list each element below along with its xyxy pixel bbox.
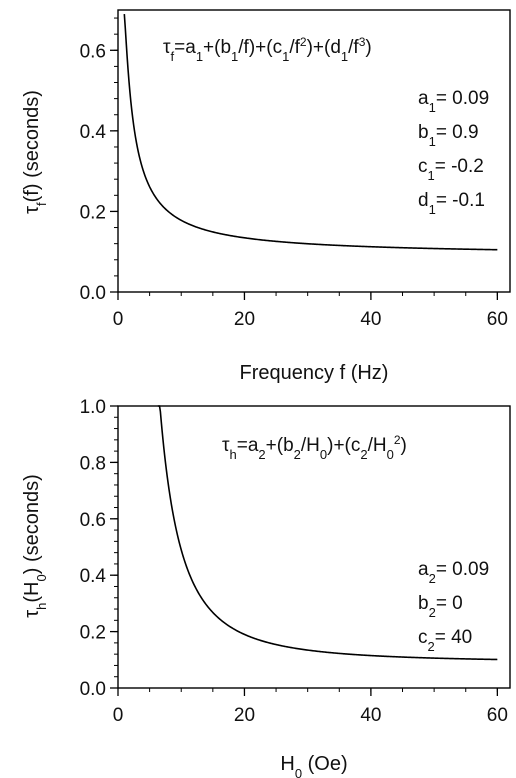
params-tau-f: a1= 0.09 b1= 0.9 c1= -0.2 d1= -0.1 [418, 88, 489, 217]
plot-frame-bottom [117, 405, 511, 689]
param-line: c2= 40 [418, 627, 472, 654]
plot-frame-top [117, 9, 511, 293]
y-tick-label: 0.6 [80, 510, 106, 531]
x-tick-label: 60 [487, 309, 508, 330]
param-line: d1= -0.1 [418, 190, 485, 217]
param-line: c1= -0.2 [418, 156, 484, 183]
chart-tau-f: 0.0 0.2 0.4 0.6 0 20 40 60 τf=a1+(b1/f)+(c1/f2… [21, 9, 511, 384]
y-tick-label: 0.0 [80, 679, 106, 700]
equation-tau-h: τh=a2+(b2/H0)+(c2/H02) [222, 433, 407, 462]
equation-tau-f: τf=a1+(b1/f)+(c1/f2)+(d1/f3) [163, 35, 372, 64]
y-axis-title-bottom: τh(H0) (seconds) [21, 474, 49, 618]
y-tick-label: 1.0 [80, 397, 106, 418]
y-tick-label: 0.2 [80, 623, 106, 644]
x-tick-label: 20 [234, 309, 255, 330]
y-axis-title-top: τf(f) (seconds) [21, 90, 49, 214]
y-tick-label: 0.8 [80, 453, 106, 474]
y-tick-label: 0.4 [80, 122, 107, 143]
x-tick-label: 60 [487, 705, 508, 726]
y-tick-label: 0.4 [80, 566, 107, 587]
x-tick-label: 40 [360, 705, 381, 726]
x-ticks-top: 0 20 40 60 [113, 292, 508, 330]
param-line: b2= 0 [418, 593, 463, 620]
y-tick-label: 0.6 [80, 41, 106, 62]
param-line: a2= 0.09 [418, 559, 489, 586]
param-line: b1= 0.9 [418, 122, 479, 149]
param-line: a1= 0.09 [418, 88, 489, 115]
x-tick-label: 0 [113, 309, 124, 330]
x-tick-label: 40 [360, 309, 381, 330]
x-tick-label: 20 [234, 705, 255, 726]
x-tick-label: 0 [113, 705, 124, 726]
x-ticks-bottom: 0 20 40 60 [113, 688, 508, 726]
y-tick-label: 0.0 [80, 283, 106, 304]
x-axis-title-top: Frequency f (Hz) [240, 362, 389, 384]
y-ticks-top: 0.0 0.2 0.4 0.6 [80, 41, 118, 304]
chart-tau-h: 0.0 0.2 0.4 0.6 0.8 1.0 0 20 40 60 τh=a2+(b2/H0)… [21, 397, 511, 778]
params-tau-h: a2= 0.09 b2= 0 c2= 40 [418, 559, 489, 654]
x-axis-title-bottom: H0 (Oe) [280, 753, 347, 778]
y-ticks-bottom: 0.0 0.2 0.4 0.6 0.8 1.0 [80, 397, 118, 700]
curve-tau-h [157, 405, 498, 661]
y-tick-label: 0.2 [80, 202, 106, 223]
curve-tau-f [123, 13, 498, 251]
